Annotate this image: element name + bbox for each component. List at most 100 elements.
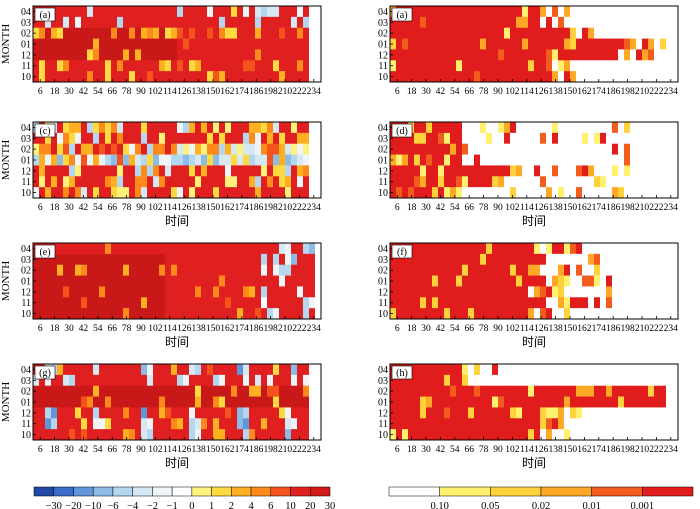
heatmap-cell	[171, 27, 178, 39]
heatmap-cell	[63, 38, 70, 50]
heatmap-cell	[666, 122, 673, 134]
heatmap-cell	[516, 308, 523, 320]
heatmap-cell	[654, 122, 661, 134]
heatmap-cell	[654, 396, 661, 408]
heatmap-cell	[666, 407, 673, 419]
heatmap-cell	[123, 154, 130, 166]
heatmap-cell	[69, 60, 76, 72]
heatmap-cell	[582, 385, 589, 397]
heatmap-cell	[510, 122, 517, 134]
heatmap-cell	[183, 407, 190, 419]
x-tick-label: 6	[395, 87, 400, 97]
heatmap-cell	[408, 396, 415, 408]
heatmap-cell	[237, 374, 244, 387]
heatmap-cell	[69, 407, 76, 419]
heatmap-cell	[255, 154, 262, 166]
heatmap-cell	[408, 286, 415, 298]
heatmap-cell	[432, 176, 439, 188]
heatmap-cell	[243, 71, 250, 83]
heatmap-cell	[480, 374, 487, 387]
heatmap-cell	[219, 385, 226, 397]
heatmap-cell	[438, 16, 445, 29]
heatmap-cell	[492, 187, 499, 199]
heatmap-cell	[99, 385, 106, 397]
heatmap-cell	[171, 187, 178, 199]
heatmap-cell	[564, 418, 571, 430]
heatmap-cell	[213, 385, 220, 397]
heatmap-cell	[528, 364, 535, 376]
heatmap-cell	[654, 165, 661, 177]
heatmap-cell	[420, 264, 427, 276]
heatmap-cell	[183, 27, 190, 39]
heatmap-cell	[576, 38, 583, 50]
heatmap-cell	[456, 385, 463, 397]
heatmap-cell	[426, 49, 433, 61]
heatmap-cell	[159, 243, 166, 255]
heatmap-cell	[468, 49, 475, 61]
heatmap-cell	[261, 385, 268, 397]
heatmap-cell	[69, 27, 76, 39]
heatmap-cell	[195, 275, 202, 287]
heatmap-cell	[129, 49, 136, 61]
heatmap-cell	[600, 308, 607, 320]
x-tick-label: 102	[148, 445, 163, 455]
heatmap-cell	[582, 16, 589, 29]
heatmap-cell	[261, 187, 268, 199]
heatmap-cell	[147, 16, 154, 29]
heatmap-cell	[480, 176, 487, 188]
y-tick-label: 10	[21, 72, 31, 83]
heatmap-cell	[297, 71, 304, 83]
heatmap-cell	[69, 187, 76, 199]
heatmap-cell	[492, 243, 499, 255]
heatmap-cell	[606, 418, 613, 430]
heatmap-cell	[390, 429, 397, 441]
y-tick-label: 02	[21, 29, 31, 40]
heatmap-cell	[63, 385, 70, 397]
heatmap-cell	[81, 60, 88, 72]
heatmap-cell	[396, 132, 403, 145]
heatmap-cell	[552, 38, 559, 50]
heatmap-cell	[516, 286, 523, 298]
heatmap-cell	[630, 243, 637, 255]
heatmap-cell	[390, 49, 397, 61]
heatmap-cell	[75, 165, 82, 177]
heatmap-cell	[546, 27, 553, 39]
heatmap-cell	[105, 187, 112, 199]
heatmap-cell	[273, 243, 280, 255]
heatmap-cell	[570, 385, 577, 397]
y-tick-label: 12	[378, 287, 388, 298]
heatmap-cell	[57, 253, 64, 266]
heatmap-cell	[273, 364, 280, 376]
heatmap-cell	[660, 297, 667, 309]
heatmap-cell	[432, 407, 439, 419]
heatmap-cell	[207, 264, 214, 276]
heatmap-cell	[498, 143, 505, 155]
heatmap-cell	[426, 27, 433, 39]
heatmap-cell	[315, 176, 322, 188]
panel-label: (e)	[39, 247, 50, 258]
heatmap-cell	[225, 38, 232, 50]
heatmap-cell	[390, 71, 397, 83]
heatmap-cell	[414, 71, 421, 83]
heatmap-cell	[534, 176, 541, 188]
heatmap-cell	[63, 418, 70, 430]
heatmap-cell	[504, 143, 511, 155]
heatmap-cell	[498, 176, 505, 188]
heatmap-cell	[33, 27, 40, 39]
y-tick-label: 01	[21, 156, 31, 167]
heatmap-cell	[297, 429, 304, 441]
heatmap-cell	[195, 407, 202, 419]
heatmap-cell	[630, 253, 637, 266]
heatmap-cell	[57, 385, 64, 397]
panel-label: (a)	[39, 10, 50, 21]
heatmap-cell	[582, 27, 589, 39]
heatmap-cell	[432, 154, 439, 166]
colorbar-swatch	[152, 486, 173, 497]
colorbar-swatch	[211, 486, 232, 497]
heatmap-cell	[291, 297, 298, 309]
heatmap-cell	[261, 374, 268, 387]
heatmap-cell	[438, 38, 445, 50]
heatmap-cell	[534, 264, 541, 276]
heatmap-cell	[81, 143, 88, 155]
